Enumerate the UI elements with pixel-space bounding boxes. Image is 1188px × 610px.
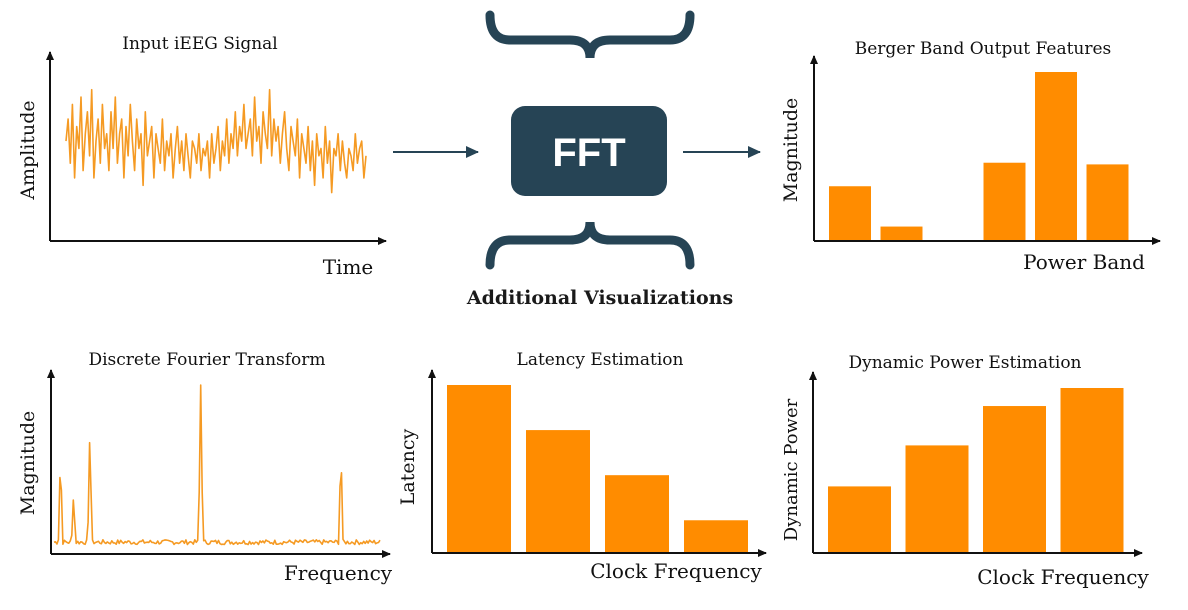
y-axis-label: Amplitude	[17, 100, 39, 200]
fft-box	[511, 106, 667, 196]
chart-title: Input iEEG Signal	[122, 34, 277, 54]
signal-plot	[65, 88, 367, 194]
x-axis-label: Clock Frequency	[590, 559, 762, 583]
panel-berger-band: Berger Band Output Features Magnitude Po…	[780, 39, 1161, 274]
panel-latency: Latency Estimation Latency Clock Frequen…	[397, 350, 767, 583]
bar-4	[1060, 388, 1124, 552]
y-axis-label: Dynamic Power	[781, 398, 802, 541]
bar-1	[828, 486, 891, 552]
y-axis-label: Magnitude	[17, 411, 39, 516]
bar-4	[684, 520, 748, 552]
bar-1	[829, 186, 871, 240]
bar-plot	[829, 72, 1129, 240]
chart-title: Dynamic Power Estimation	[848, 353, 1081, 373]
bar-6	[1086, 164, 1129, 240]
caption: Additional Visualizations	[466, 287, 733, 309]
y-axis-label: Magnitude	[780, 98, 802, 203]
panel-input-signal: Input iEEG Signal Amplitude Time	[17, 34, 387, 279]
bar-3	[605, 475, 669, 552]
x-axis-label: Power Band	[1023, 250, 1145, 274]
spectrum-plot	[53, 384, 381, 546]
chart-title: Latency Estimation	[517, 350, 684, 370]
bar-2	[526, 430, 590, 552]
x-axis-label: Clock Frequency	[977, 565, 1149, 589]
chart-title: Berger Band Output Features	[855, 39, 1112, 59]
bottom-brace	[485, 221, 695, 270]
x-axis-label: Frequency	[284, 561, 393, 585]
bar-2	[905, 445, 969, 552]
spectrum-line	[53, 384, 381, 546]
y-axis-label: Latency	[397, 429, 419, 506]
panel-dynamic-power: Dynamic Power Estimation Dynamic Power C…	[781, 353, 1149, 589]
bar-1	[447, 385, 511, 552]
panel-dft: Discrete Fourier Transform Magnitude Fre…	[17, 350, 393, 585]
bar-5	[1035, 72, 1077, 240]
bar-4	[983, 162, 1026, 240]
fft-label: FFT	[552, 131, 625, 175]
signal-line	[65, 88, 367, 194]
bar-2	[880, 226, 923, 240]
chart-title: Discrete Fourier Transform	[88, 350, 325, 370]
fft-block: FFT Additional Visualizations	[393, 10, 761, 309]
bar-plot	[447, 385, 748, 552]
top-brace	[485, 10, 695, 59]
x-axis-label: Time	[323, 255, 374, 279]
bar-3	[983, 406, 1046, 552]
bar-plot	[828, 388, 1124, 552]
